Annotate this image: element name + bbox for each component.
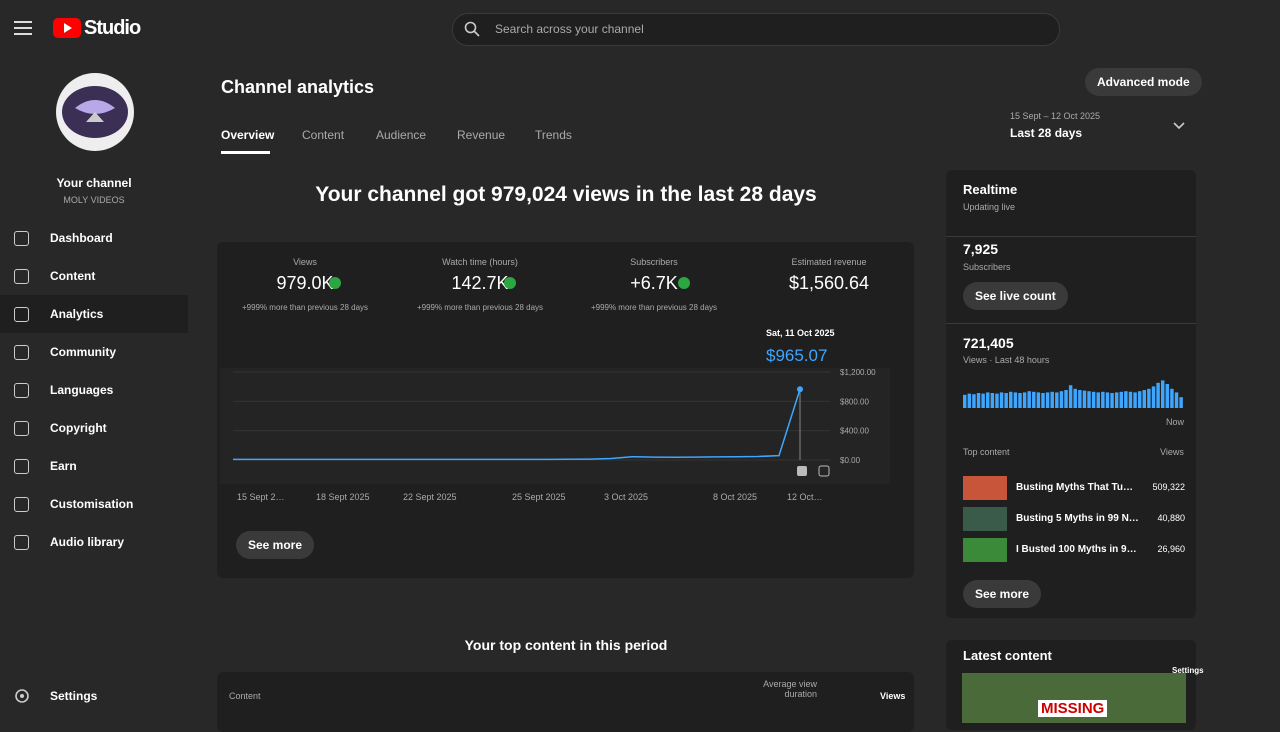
- nav-settings[interactable]: Settings: [50, 689, 98, 703]
- rt-views-label: Views · Last 48 hours: [963, 355, 1050, 365]
- metric-value: 979.0K: [276, 273, 334, 293]
- rt-now: Now: [1166, 417, 1185, 427]
- nav-item[interactable]: Copyright: [50, 421, 107, 435]
- tab-underline: [221, 151, 270, 154]
- rt-row-title[interactable]: Busting 5 Myths in 99 N…: [1016, 513, 1139, 524]
- tab[interactable]: Overview: [221, 128, 275, 142]
- nav-active: [0, 295, 188, 333]
- nav-icon: [14, 231, 29, 246]
- latest-settings[interactable]: Settings: [1172, 666, 1204, 675]
- nav-item[interactable]: Languages: [50, 383, 114, 397]
- period-chevron[interactable]: [1172, 121, 1186, 131]
- advanced-mode[interactable]: Advanced mode: [1085, 68, 1202, 96]
- nav-item[interactable]: Dashboard: [50, 231, 113, 245]
- realtime-subtitle: Updating live: [963, 202, 1016, 212]
- rt-top-content: Top content: [963, 447, 1010, 457]
- rt-views-col: Views: [1160, 447, 1184, 457]
- rt-row-views: 509,322: [1152, 482, 1185, 492]
- nav-icon: [14, 269, 29, 284]
- metric-value: $1,560.64: [788, 273, 870, 293]
- metric-active: [218, 243, 392, 321]
- search-placeholder: Search across your channel: [495, 22, 644, 36]
- rt-row-title[interactable]: Busting Myths That Tu…: [1016, 482, 1134, 493]
- logo-icon: [53, 18, 81, 38]
- latest-title: Latest content: [963, 648, 1052, 663]
- nav-item[interactable]: Customisation: [50, 497, 134, 511]
- page-title: Channel analytics: [221, 77, 375, 97]
- search-box[interactable]: [452, 13, 1060, 46]
- search-icon: [464, 21, 480, 37]
- col-avd: Average view duration: [763, 679, 817, 699]
- metric-check: [504, 277, 516, 289]
- metric-check: [329, 277, 341, 289]
- headline: Your channel got 979,024 views in the la…: [315, 183, 817, 206]
- rt-subscribers: 7,925: [963, 241, 999, 257]
- nav-icon: [14, 307, 29, 322]
- rt-thumb[interactable]: [963, 538, 1007, 562]
- nav-item[interactable]: Audio library: [50, 535, 125, 549]
- menu-icon[interactable]: [14, 20, 34, 36]
- metric-label: Estimated revenue: [791, 257, 867, 267]
- period[interactable]: Last 28 days: [1010, 126, 1083, 140]
- rt-thumb[interactable]: [963, 476, 1007, 500]
- nav-icon: [14, 535, 29, 550]
- metric-note: +999% more than previous 28 days: [416, 303, 544, 312]
- tooltip: [756, 322, 846, 372]
- channel-label: Your channel: [56, 176, 132, 190]
- latest-thumb-text: MISSING: [1038, 700, 1108, 717]
- tab[interactable]: Trends: [535, 128, 572, 142]
- metric-check: [678, 277, 690, 289]
- date-range: 15 Sept – 12 Oct 2025: [1010, 111, 1101, 121]
- nav-icon: [14, 459, 29, 474]
- nav-item[interactable]: Earn: [50, 459, 77, 473]
- nav-icon: [14, 497, 29, 512]
- nav-item[interactable]: Analytics: [50, 307, 104, 321]
- metric-value: 142.7K: [451, 273, 509, 293]
- rt-row-views: 26,960: [1157, 544, 1185, 554]
- channel-name: MOLY VIDEOS: [63, 195, 125, 205]
- tooltip-date: Sat, 11 Oct 2025: [766, 328, 835, 338]
- see-more-analytics[interactable]: See more: [236, 531, 315, 559]
- rt-thumb[interactable]: [963, 507, 1007, 531]
- metric-label: Views: [293, 257, 317, 267]
- nav-item[interactable]: Community: [50, 345, 116, 359]
- tab[interactable]: Revenue: [457, 128, 506, 142]
- rt-row-views: 40,880: [1157, 513, 1185, 523]
- rt-see-more[interactable]: See more: [963, 580, 1042, 608]
- metric-label: Watch time (hours): [442, 257, 518, 267]
- metric-note: +999% more than previous 28 days: [590, 303, 718, 312]
- nav-icon: [14, 421, 29, 436]
- col-content: Content: [229, 691, 261, 701]
- nav-icon: [14, 383, 29, 398]
- metric-value: +6.7K: [630, 273, 678, 293]
- tab[interactable]: Content: [302, 128, 345, 142]
- top-content-title: Your top content in this period: [464, 637, 668, 653]
- metric-label: Subscribers: [630, 257, 678, 267]
- metric-note: +999% more than previous 28 days: [241, 303, 369, 312]
- rt-views: 721,405: [963, 335, 1014, 351]
- nav-item[interactable]: Content: [50, 269, 96, 283]
- channel-avatar[interactable]: [50, 72, 140, 152]
- tab[interactable]: Audience: [376, 128, 427, 142]
- tooltip-value: $965.07: [766, 346, 828, 365]
- see-live-count[interactable]: See live count: [963, 282, 1068, 310]
- rt-subscribers-label: Subscribers: [963, 262, 1011, 272]
- nav-icon: [14, 345, 29, 360]
- realtime-title: Realtime: [963, 182, 1018, 197]
- col-views: Views: [880, 691, 906, 701]
- logo-text[interactable]: Studio: [84, 17, 141, 39]
- divider: [946, 236, 1196, 237]
- divider: [946, 323, 1196, 324]
- settings-icon: [15, 689, 29, 703]
- rt-row-title[interactable]: I Busted 100 Myths in 9…: [1016, 544, 1137, 555]
